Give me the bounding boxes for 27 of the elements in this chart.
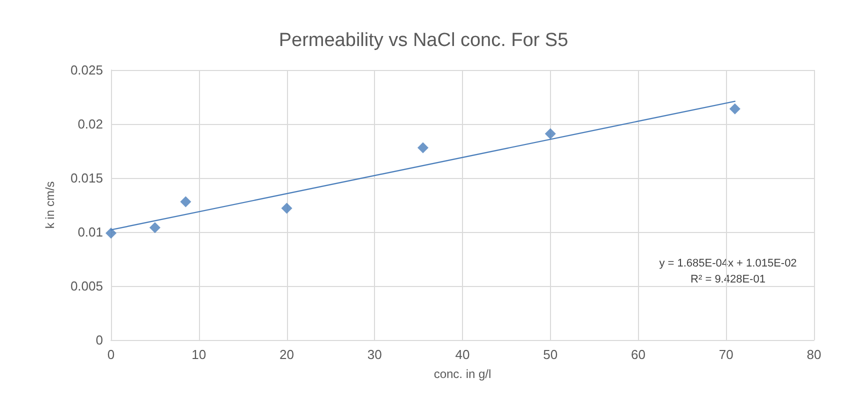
x-tick-label: 70 — [718, 347, 734, 362]
y-axis-title: k in cm/s — [43, 181, 57, 229]
point — [729, 103, 740, 114]
point — [417, 142, 428, 154]
y-tick-label: 0 — [96, 332, 103, 348]
point — [281, 202, 292, 214]
x-tick-label: 30 — [367, 347, 382, 362]
x-axis-title: conc. in g/l — [434, 367, 492, 381]
x-tick-label: 10 — [192, 347, 206, 362]
x-tick-label: 20 — [280, 347, 294, 362]
point — [106, 228, 116, 239]
y-tick-label: 0.02 — [78, 116, 103, 132]
x-tick-label: 60 — [631, 347, 646, 362]
chart-title: Permeability vs NaCl conc. For S5 — [278, 30, 568, 51]
y-tick-label: 0.01 — [78, 224, 103, 240]
x-tick-label: 50 — [543, 347, 558, 362]
point — [544, 128, 556, 140]
x-tick-label: 40 — [455, 347, 470, 362]
annotation: R² = 9.428E-01 — [690, 274, 766, 286]
y-tick-label: 0.015 — [70, 170, 103, 186]
y-tick-label: 0.025 — [70, 62, 103, 78]
x-tick-label: 80 — [806, 347, 822, 362]
point — [149, 222, 160, 234]
annotation: y = 1.685E-04x + 1.015E-02 — [659, 258, 797, 270]
x-tick-label: 0 — [107, 347, 115, 362]
y-tick-label: 0.005 — [70, 278, 103, 294]
point — [180, 196, 192, 208]
